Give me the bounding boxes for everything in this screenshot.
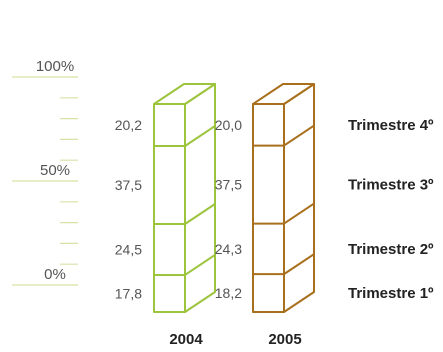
series-label: Trimestre 1º bbox=[348, 285, 434, 302]
y-tick-label: 50% bbox=[40, 162, 70, 179]
bar-side-face bbox=[283, 83, 315, 313]
series-label: Trimestre 4º bbox=[348, 117, 434, 134]
x-category-label: 2005 bbox=[268, 331, 301, 348]
segment-boundary-side bbox=[283, 253, 315, 275]
bars bbox=[153, 83, 315, 313]
data-label: 18,2 bbox=[215, 285, 242, 301]
bar-top-face bbox=[252, 83, 315, 105]
bar-front-face bbox=[252, 103, 285, 313]
y-tick-label: 0% bbox=[44, 266, 66, 283]
data-label: 20,0 bbox=[215, 117, 242, 133]
y-tick-label: 100% bbox=[36, 58, 74, 75]
segment-boundary-side bbox=[283, 202, 315, 225]
data-label: 24,3 bbox=[215, 241, 242, 257]
data-label: 17,8 bbox=[115, 285, 142, 301]
segment-boundary-side bbox=[184, 254, 216, 276]
x-category-label: 2004 bbox=[169, 331, 203, 348]
bar-side-face bbox=[184, 83, 216, 313]
bar-top-face bbox=[153, 83, 216, 105]
series-label: Trimestre 2º bbox=[348, 241, 434, 258]
data-label: 20,2 bbox=[115, 117, 142, 133]
data-label: 37,5 bbox=[215, 177, 242, 193]
bar-2004 bbox=[153, 83, 216, 313]
y-axis: 0% 50% 100% bbox=[12, 58, 78, 286]
segment-boundary-side bbox=[184, 203, 216, 225]
series-label: Trimestre 3º bbox=[348, 177, 434, 194]
bar-front-face bbox=[153, 103, 186, 313]
segment-boundary-side bbox=[184, 125, 216, 147]
bar-2005 bbox=[252, 83, 315, 313]
segment-boundary-side bbox=[283, 124, 315, 147]
data-label: 37,5 bbox=[115, 177, 142, 193]
data-label: 24,5 bbox=[115, 241, 142, 257]
labels: 17,8 24,5 37,5 20,2 2004 18,2 24,3 37,5 20,0 2005… bbox=[115, 117, 434, 348]
